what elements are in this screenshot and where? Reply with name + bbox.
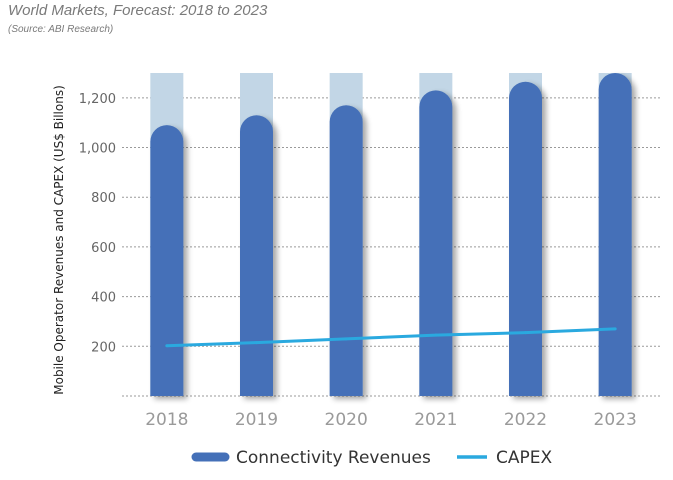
y-tick-label: 600	[91, 241, 116, 256]
chart-subtitle: (Source: ABI Research)	[8, 24, 114, 35]
x-tick-label-2021: 2021	[414, 410, 457, 430]
x-tick-label-2019: 2019	[235, 410, 278, 430]
point-capex-2019	[255, 341, 258, 345]
bar-backgrounds	[150, 73, 632, 396]
legend-label-capex: CAPEX	[496, 448, 552, 468]
legend-label-connectivity-revenues: Connectivity Revenues	[236, 448, 431, 468]
line-capex	[166, 327, 616, 348]
point-capex-2018	[165, 344, 169, 348]
y-tick-label: 200	[91, 340, 116, 355]
x-tick-label-2023: 2023	[594, 410, 637, 430]
point-capex-2022	[524, 331, 527, 335]
point-capex-2021	[434, 333, 438, 337]
point-capex-2023	[613, 327, 617, 331]
y-tick-label: 1,200	[79, 92, 116, 107]
bar-connectivity-revenues-2022	[509, 81, 542, 397]
bar-connectivity-revenues-2021	[419, 90, 453, 397]
bars	[150, 73, 632, 397]
point-capex-2020	[344, 337, 348, 341]
bar-connectivity-revenues-2020	[329, 105, 363, 396]
grid-lines	[122, 97, 660, 397]
x-tick-label-2018: 2018	[145, 410, 188, 430]
bar-connectivity-revenues-2018	[150, 125, 184, 396]
y-tick-label: 800	[91, 191, 116, 206]
y-tick-label: 1,000	[79, 142, 116, 157]
axis-ticks: 200 400 600 800 1,000 1,200 2018 2019 2020 2021 20…	[79, 92, 637, 430]
y-axis-label: Mobile Operator Revenues and CAPEX (US$ …	[52, 85, 66, 395]
chart-title: World Markets, Forecast: 2018 to 2023	[8, 2, 268, 19]
capex-line	[165, 327, 617, 348]
x-tick-label-2022: 2022	[504, 410, 547, 430]
bar-connectivity-revenues-2023	[598, 73, 632, 396]
legend: Connectivity Revenues CAPEX	[191, 448, 552, 468]
x-tick-label-2020: 2020	[325, 410, 368, 430]
bar-connectivity-revenues-2019	[240, 115, 273, 396]
y-tick-label: 400	[91, 291, 116, 306]
